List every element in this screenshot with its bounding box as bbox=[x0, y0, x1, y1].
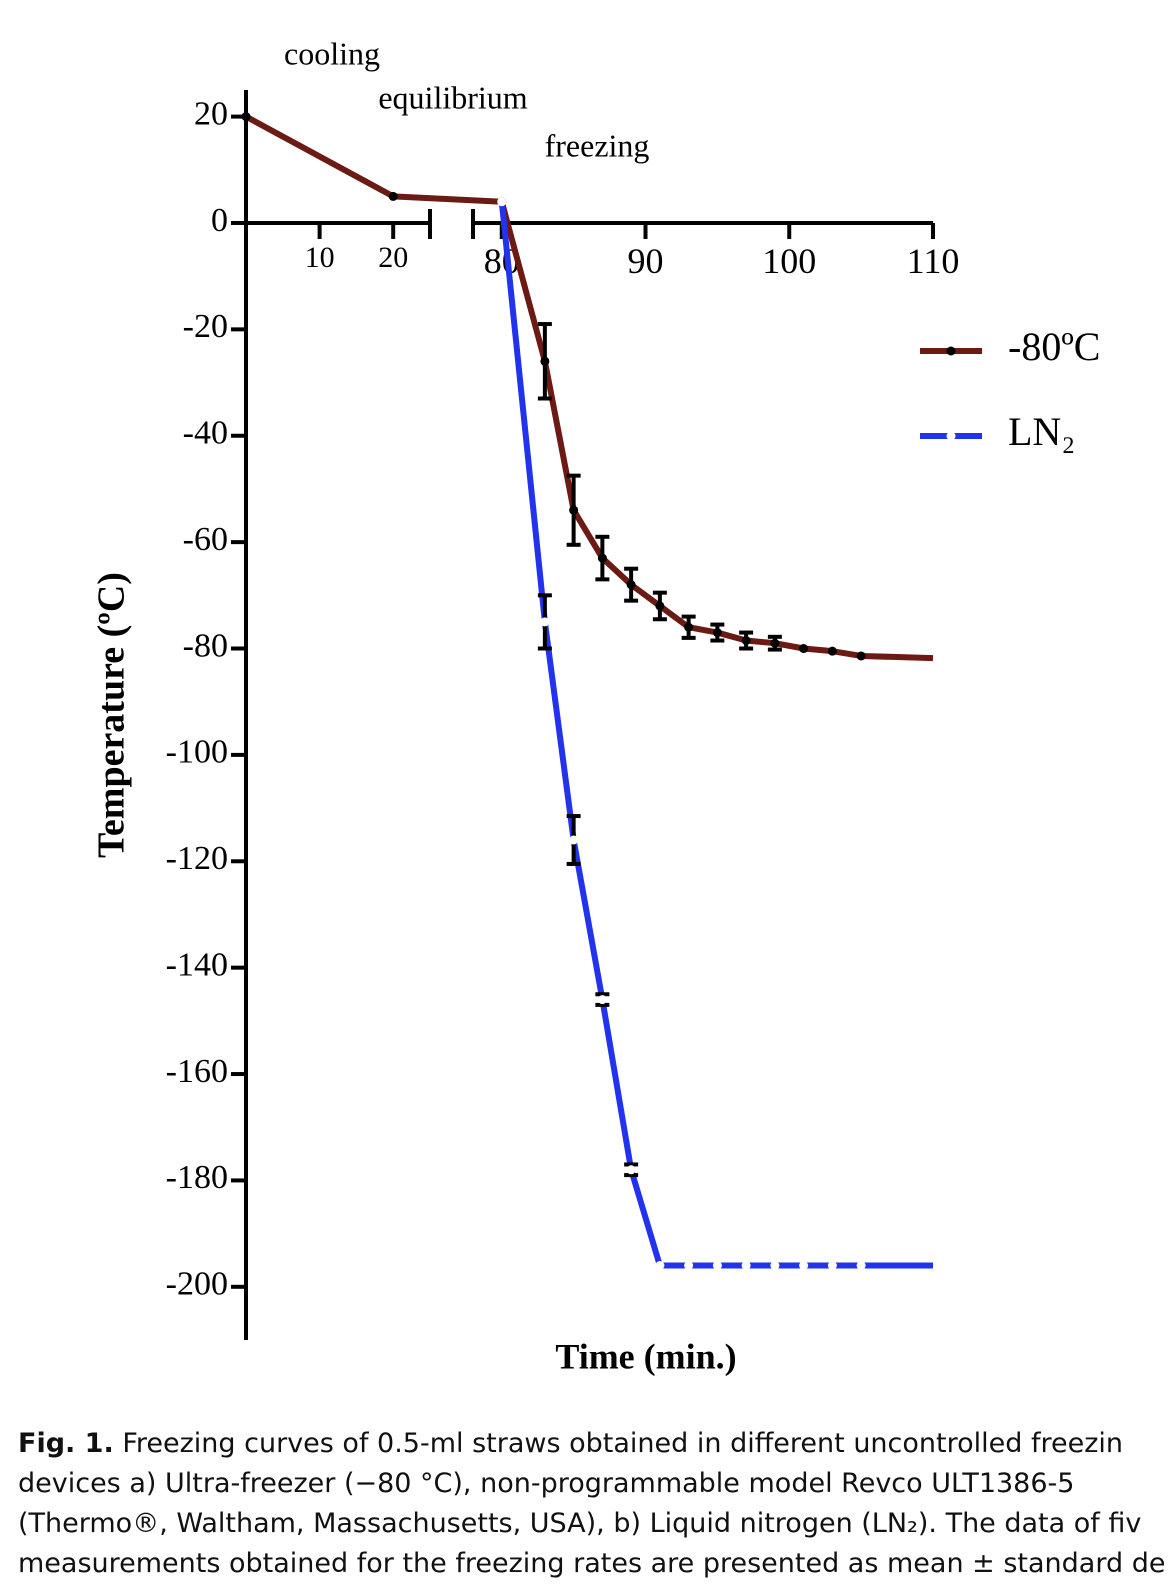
marker bbox=[827, 1261, 837, 1271]
marker bbox=[741, 636, 751, 646]
y-tick-label: -120 bbox=[166, 840, 228, 877]
y-axis-label: Temperature (ºC) bbox=[91, 572, 133, 858]
caption-text: (Thermo®, Waltham, Massachusetts, USA), … bbox=[18, 1508, 1142, 1539]
annotation: equilibrium bbox=[378, 79, 527, 115]
marker bbox=[540, 617, 550, 627]
annotation: freezing bbox=[545, 127, 650, 163]
y-tick-label: -40 bbox=[183, 415, 228, 452]
y-tick-label: -180 bbox=[166, 1159, 228, 1196]
y-tick-label: -100 bbox=[166, 734, 228, 771]
marker bbox=[770, 1261, 780, 1271]
chart: Temperature (ºC) Time (min.) 20 0 -20 -40 -6… bbox=[91, 35, 1101, 1376]
legend-label: LN₂ bbox=[1008, 409, 1075, 454]
caption: Fig. 1. Freezing curves of 0.5-ml straws… bbox=[18, 1424, 1170, 1584]
y-tick-label: -160 bbox=[166, 1053, 228, 1090]
caption-label: Fig. 1. bbox=[18, 1428, 114, 1459]
marker bbox=[626, 1165, 636, 1175]
caption-line: measurements obtained for the freezing r… bbox=[18, 1544, 1170, 1584]
caption-text: devices a) Ultra-freezer (−80 °C), non-p… bbox=[18, 1468, 1075, 1499]
y-tick-label: -20 bbox=[183, 308, 228, 345]
marker bbox=[741, 1261, 751, 1271]
y-tick-label: -140 bbox=[166, 946, 228, 983]
legend-marker bbox=[946, 431, 956, 441]
caption-text: measurements obtained for the freezing r… bbox=[18, 1548, 1166, 1579]
legend-label: -80ºC bbox=[1008, 324, 1100, 369]
marker bbox=[540, 356, 550, 366]
y-tick-label: 0 bbox=[211, 202, 228, 239]
x-tick-label: 10 bbox=[305, 241, 335, 274]
legend-marker bbox=[946, 346, 956, 356]
marker bbox=[626, 580, 636, 590]
y-tick-label: -80 bbox=[183, 627, 228, 664]
marker bbox=[856, 651, 866, 661]
annotation: cooling bbox=[284, 35, 380, 71]
marker bbox=[799, 644, 809, 654]
caption-line: Fig. 1. Freezing curves of 0.5-ml straws… bbox=[18, 1424, 1170, 1464]
marker bbox=[388, 191, 398, 201]
x-axis-label: Time (min.) bbox=[555, 1336, 736, 1376]
marker bbox=[684, 622, 694, 632]
x-tick-label: 20 bbox=[378, 241, 408, 274]
marker bbox=[597, 553, 607, 563]
marker bbox=[770, 638, 780, 648]
caption-line: (Thermo®, Waltham, Massachusetts, USA), … bbox=[18, 1504, 1170, 1544]
marker bbox=[241, 112, 251, 122]
marker bbox=[799, 1261, 809, 1271]
series-line bbox=[244, 113, 934, 662]
marker bbox=[684, 1261, 694, 1271]
y-tick-label: -200 bbox=[166, 1266, 228, 1303]
y-tick-label: 20 bbox=[194, 95, 228, 132]
marker bbox=[655, 1261, 665, 1271]
x-tick-label: 110 bbox=[907, 241, 960, 281]
marker bbox=[569, 505, 579, 515]
marker bbox=[655, 601, 665, 611]
marker bbox=[856, 1261, 866, 1271]
marker bbox=[827, 646, 837, 656]
marker bbox=[712, 628, 722, 638]
caption-text: Freezing curves of 0.5-ml straws obtaine… bbox=[122, 1428, 1123, 1459]
marker bbox=[597, 995, 607, 1005]
x-tick-label: 90 bbox=[628, 241, 664, 281]
caption-line: devices a) Ultra-freezer (−80 °C), non-p… bbox=[18, 1464, 1170, 1504]
series-line bbox=[498, 201, 933, 1269]
marker bbox=[569, 835, 579, 845]
marker bbox=[497, 197, 507, 207]
y-tick-label: -60 bbox=[183, 521, 228, 558]
marker bbox=[712, 1261, 722, 1271]
x-tick-label: 100 bbox=[762, 241, 816, 281]
